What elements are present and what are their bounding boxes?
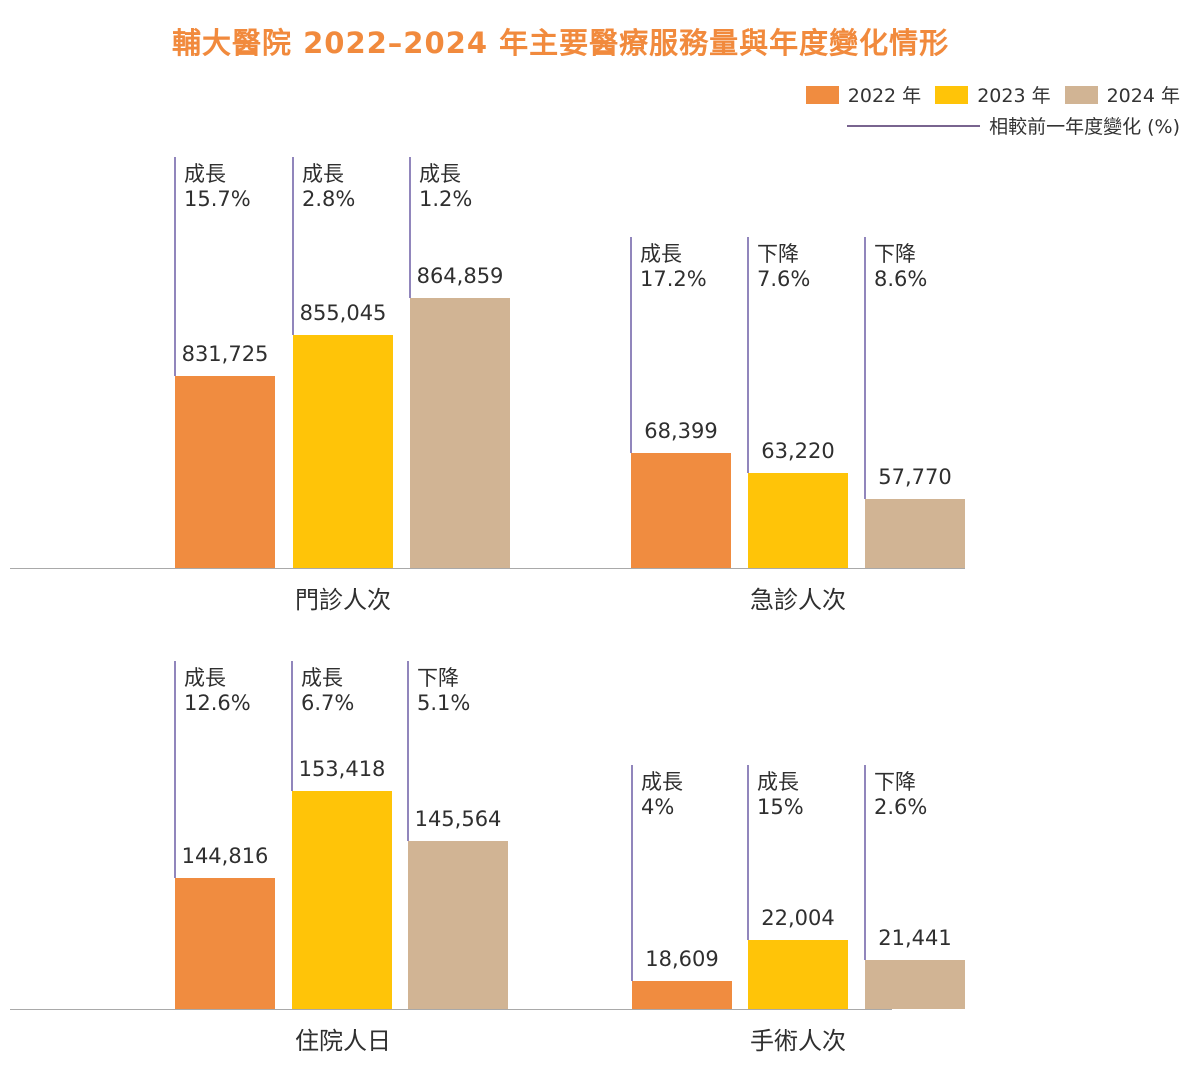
change-annotation: 成長 4% — [641, 770, 683, 820]
change-leader-line — [631, 765, 633, 981]
change-leader-line — [409, 157, 411, 298]
legend-change-row: 相較前一年度變化 (%) — [847, 112, 1180, 139]
legend-swatch-2023-icon — [935, 85, 969, 104]
change-percent: 1.2% — [419, 187, 473, 211]
change-percent: 17.2% — [640, 267, 707, 291]
change-annotation: 成長 2.8% — [302, 162, 355, 212]
legend: 2022 年 2023 年 2024 年 — [805, 81, 1180, 108]
legend-swatch-2024-icon — [1064, 85, 1098, 104]
change-leader-line — [174, 661, 176, 878]
change-percent: 15% — [757, 795, 804, 819]
change-percent: 6.7% — [301, 691, 355, 715]
legend-swatch-2022-icon — [805, 85, 839, 104]
change-direction: 下降 — [757, 242, 799, 266]
change-direction: 成長 — [640, 242, 682, 266]
bar-value-label: 831,725 — [181, 342, 269, 366]
change-percent: 7.6% — [757, 267, 811, 291]
change-percent: 12.6% — [184, 691, 251, 715]
bar-value-label: 18,609 — [645, 947, 719, 971]
change-direction: 成長 — [184, 666, 226, 690]
bar-value-label: 21,441 — [878, 926, 952, 950]
bar-value-label: 144,816 — [181, 844, 269, 868]
change-leader-line — [864, 237, 866, 499]
change-percent: 15.7% — [184, 187, 251, 211]
bar-value-label: 63,220 — [761, 439, 835, 463]
bar-2022年 — [631, 453, 731, 568]
bar-value-label: 145,564 — [414, 807, 502, 831]
legend-item-2023: 2023 年 — [935, 81, 1051, 108]
change-annotation: 下降 5.1% — [417, 666, 470, 716]
change-leader-line — [407, 661, 409, 841]
change-direction: 成長 — [301, 666, 343, 690]
bar-2022年 — [632, 981, 732, 1009]
bar-value-label: 153,418 — [298, 757, 386, 781]
legend-item-2022: 2022 年 — [805, 81, 922, 108]
bar-value-label: 22,004 — [761, 906, 835, 930]
bar-2022年 — [175, 878, 275, 1009]
axis-line — [10, 568, 965, 569]
change-leader-line — [747, 765, 749, 940]
chart-title: 輔大醫院 2022–2024 年主要醫療服務量與年度變化情形 — [172, 26, 950, 60]
bar-2024年 — [865, 499, 965, 568]
change-annotation: 成長 12.6% — [184, 666, 251, 716]
change-annotation: 成長 15.7% — [184, 162, 251, 212]
category-label: 住院人日 — [295, 1027, 391, 1055]
bar-2023年 — [748, 473, 848, 568]
category-label: 門診人次 — [295, 586, 391, 614]
legend-label-2023: 2023 年 — [977, 85, 1051, 107]
change-leader-line — [292, 157, 294, 335]
bar-2024年 — [410, 298, 510, 568]
change-leader-line — [864, 765, 866, 960]
change-annotation: 成長 17.2% — [640, 242, 707, 292]
change-percent: 4% — [641, 795, 675, 819]
change-percent: 8.6% — [874, 267, 928, 291]
category-label: 急診人次 — [750, 586, 846, 614]
change-direction: 成長 — [419, 162, 461, 186]
change-direction: 成長 — [184, 162, 226, 186]
change-leader-line — [630, 237, 632, 453]
change-annotation: 下降 7.6% — [757, 242, 810, 292]
change-annotation: 成長 15% — [757, 770, 804, 820]
legend-label-2022: 2022 年 — [847, 85, 922, 107]
change-percent: 2.6% — [874, 795, 928, 819]
change-annotation: 下降 8.6% — [874, 242, 927, 292]
change-direction: 成長 — [302, 162, 344, 186]
change-leader-line — [291, 661, 293, 791]
change-leader-line — [747, 237, 749, 473]
change-direction: 下降 — [874, 242, 916, 266]
change-percent: 2.8% — [302, 187, 356, 211]
bar-2022年 — [175, 376, 275, 568]
change-direction: 下降 — [417, 666, 459, 690]
change-direction: 成長 — [641, 770, 683, 794]
category-label: 手術人次 — [750, 1027, 846, 1055]
bar-value-label: 855,045 — [299, 301, 387, 325]
bar-value-label: 68,399 — [644, 419, 718, 443]
change-percent: 5.1% — [417, 691, 471, 715]
change-leader-line — [174, 157, 176, 376]
legend-change-label: 相較前一年度變化 (%) — [989, 116, 1180, 138]
bar-2024年 — [865, 960, 965, 1009]
change-direction: 下降 — [874, 770, 916, 794]
bar-2023年 — [748, 940, 848, 1009]
bar-2024年 — [408, 841, 508, 1009]
bar-value-label: 57,770 — [878, 465, 952, 489]
bar-2023年 — [293, 335, 393, 568]
bar-2023年 — [292, 791, 392, 1009]
change-line-icon — [847, 124, 981, 127]
change-direction: 成長 — [757, 770, 799, 794]
axis-line — [10, 1009, 892, 1010]
legend-label-2024: 2024 年 — [1106, 85, 1180, 107]
change-annotation: 成長 6.7% — [301, 666, 354, 716]
bar-value-label: 864,859 — [416, 264, 504, 288]
change-annotation: 成長 1.2% — [419, 162, 472, 212]
change-annotation: 下降 2.6% — [874, 770, 927, 820]
legend-item-2024: 2024 年 — [1064, 81, 1180, 108]
